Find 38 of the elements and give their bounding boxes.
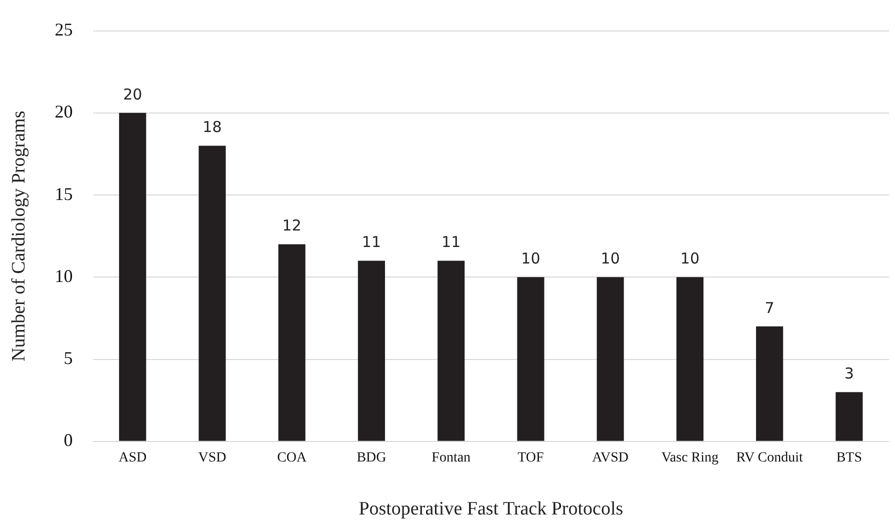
data-label: 11 — [442, 233, 461, 252]
bar — [836, 392, 863, 441]
bar — [756, 326, 784, 441]
y-tick-label: 0 — [64, 430, 73, 450]
bar — [278, 244, 306, 441]
bar — [517, 277, 544, 441]
y-tick-label: 25 — [54, 20, 73, 40]
y-axis-title: Number of Cardiology Programs — [8, 110, 30, 362]
bar — [596, 277, 624, 441]
data-label: 10 — [680, 250, 700, 268]
bar — [358, 260, 386, 441]
data-label: 10 — [521, 250, 540, 268]
x-tick-label: TOF — [518, 450, 544, 466]
x-tick-label: VSD — [198, 450, 226, 466]
bar — [676, 277, 704, 441]
data-label: 10 — [600, 250, 620, 268]
data-label: 3 — [844, 364, 854, 383]
x-tick-label: RV Conduit — [736, 450, 804, 466]
x-tick-label: Fontan — [432, 450, 471, 466]
x-tick-label: COA — [277, 450, 308, 466]
x-tick-label: Vasc Ring — [661, 450, 719, 466]
x-axis-title: Postoperative Fast Track Protocols — [358, 498, 624, 520]
bar — [119, 112, 146, 441]
data-label: 18 — [202, 118, 222, 136]
x-tick-label: BTS — [836, 450, 862, 466]
x-tick-label: BDG — [356, 450, 386, 466]
bar — [438, 260, 465, 441]
data-label: 20 — [123, 85, 142, 104]
y-tick-label: 10 — [54, 266, 73, 286]
y-tick-label: 20 — [54, 102, 73, 122]
y-tick-label: 15 — [54, 184, 73, 204]
bar — [198, 146, 226, 441]
x-tick-label: AVSD — [592, 450, 628, 466]
x-tick-label: ASD — [118, 450, 147, 466]
data-label: 12 — [282, 216, 302, 235]
y-tick-label: 5 — [64, 348, 73, 368]
data-label: 7 — [764, 298, 774, 317]
data-label: 11 — [362, 233, 382, 252]
